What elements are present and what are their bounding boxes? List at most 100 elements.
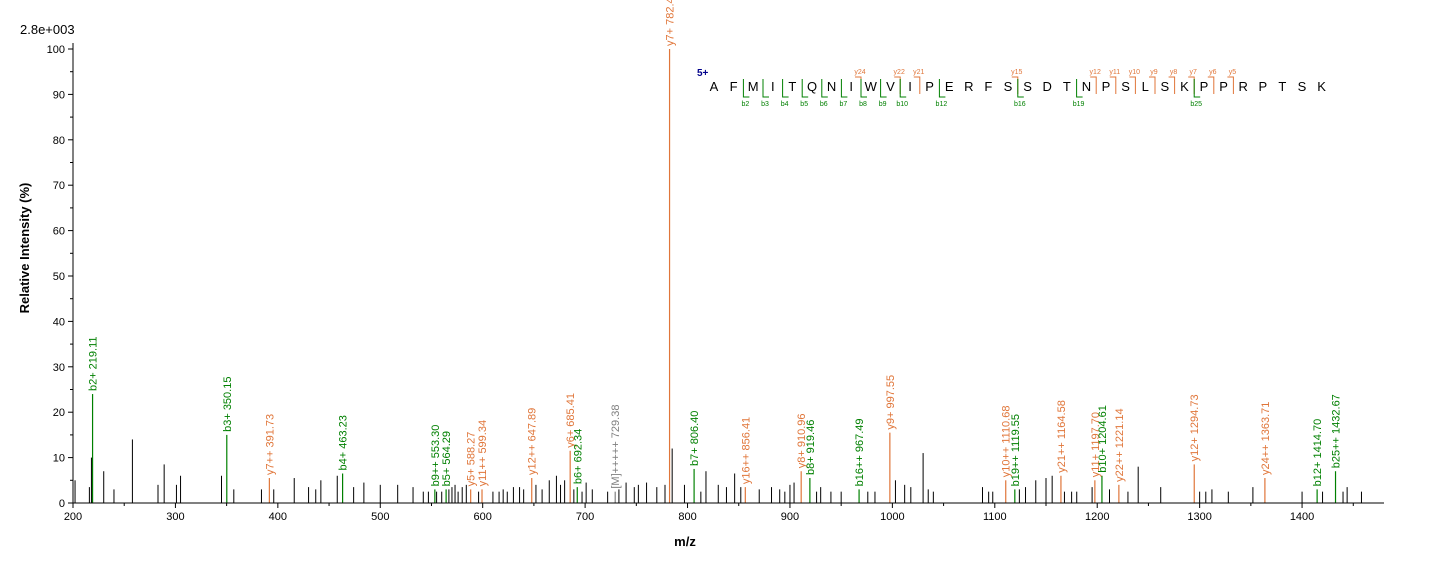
sequence-residue: K (1317, 79, 1326, 94)
peak-label: y6+ 685.41 (565, 393, 577, 448)
sequence-residue: S (1023, 79, 1032, 94)
sequence-residue: P (1102, 79, 1111, 94)
b-fragment-label: b4 (781, 101, 789, 108)
peak-label: b3+ 350.15 (222, 377, 234, 432)
sequence-residue: N (827, 79, 836, 94)
sequence-residue: F (730, 79, 738, 94)
y-fragment-label: y10 (1129, 69, 1140, 76)
b-fragment-marker (1076, 79, 1083, 98)
peak-label: b19++ 1119.55 (1010, 414, 1022, 486)
y-tick-label: 70 (53, 180, 65, 192)
y-fragment-label: y11 (1109, 69, 1120, 76)
peak-label: y8+ 910.96 (796, 413, 808, 468)
y-fragment-label: y7 (1189, 69, 1197, 76)
y-fragment-marker (855, 76, 862, 94)
x-tick-label: 300 (166, 511, 184, 523)
b-fragment-marker (801, 79, 809, 98)
y-tick-label: 40 (53, 316, 65, 328)
sequence-residue: P (1219, 79, 1228, 94)
y-fragment-marker (913, 76, 921, 94)
x-tick-label: 500 (371, 511, 389, 523)
sequence-residue: L (1142, 79, 1149, 94)
sequence-residue: S (1121, 79, 1130, 94)
sequence-residue: Q (807, 79, 817, 94)
peaks-layer (74, 49, 1362, 503)
sequence-residue: N (1082, 79, 1091, 94)
sequence-residue: D (1043, 79, 1052, 94)
y-tick-label: 80 (53, 135, 65, 147)
sequence-residue: P (925, 79, 934, 94)
peak-label: b5+ 564.29 (441, 431, 453, 486)
peak-label: b25++ 1432.67 (1331, 394, 1343, 468)
y-fragment-marker (1109, 76, 1117, 94)
sequence-residue: I (849, 79, 853, 94)
y-tick-label: 20 (53, 407, 65, 419)
x-tick-label: 1400 (1290, 511, 1314, 523)
sequence-residue: K (1180, 79, 1189, 94)
x-axis-label: m/z (674, 534, 696, 549)
charge-state: 5+ (697, 68, 709, 79)
y-fragment-marker (1168, 76, 1176, 94)
peak-label: b9++ 553.30 (430, 425, 442, 487)
x-tick-label: 600 (474, 511, 492, 523)
x-tick-label: 1100 (983, 511, 1007, 523)
x-tick-label: 1200 (1085, 511, 1109, 523)
peak-label: y7++ 391.73 (264, 414, 276, 475)
sequence-residue: I (908, 79, 912, 94)
b-fragment-marker (762, 79, 769, 98)
b-fragment-marker (938, 79, 946, 98)
axes-layer: 0 10 20 30 40 50 60 70 80 90 100 200 300 400 500 600 700… (47, 43, 1384, 523)
y-fragment-marker (1227, 76, 1234, 94)
sequence-residue: S (1004, 79, 1013, 94)
y-fragment-marker (1129, 76, 1136, 94)
x-tick-label: 700 (576, 511, 594, 523)
y-fragment-marker (1090, 76, 1097, 94)
sequence-residue: F (984, 79, 992, 94)
y-tick-label: 30 (53, 362, 65, 374)
y-fragment-label: y22 (894, 69, 905, 76)
b-fragment-marker (1193, 79, 1201, 98)
peak-label: [M]+++++ 729.38 (610, 405, 622, 489)
intensity-scale-label: 2.8e+003 (20, 22, 75, 37)
y-tick-label: 90 (53, 89, 65, 101)
y-tick-label: 60 (53, 226, 65, 238)
b-fragment-marker (782, 79, 789, 98)
sequence-residue: S (1298, 79, 1307, 94)
peak-label: y24++ 1363.71 (1260, 402, 1272, 475)
b-fragment-label: b7 (840, 101, 848, 108)
peak-label: y5+ 588.27 (466, 432, 478, 487)
y-fragment-label: y12 (1090, 69, 1101, 76)
b-fragment-marker (840, 79, 848, 98)
y-fragment-marker (1188, 76, 1195, 94)
peak-label: b2+ 219.11 (88, 336, 100, 391)
b-fragment-label: b8 (859, 101, 867, 108)
sequence-residue: T (1063, 79, 1071, 94)
x-tick-label: 1300 (1187, 511, 1211, 523)
peak-label: y7+ 782.45 (665, 0, 677, 46)
y-tick-label: 10 (53, 453, 65, 465)
sequence-residue: E (945, 79, 954, 94)
y-fragment-label: y15 (1011, 69, 1022, 76)
b-fragment-marker (860, 79, 867, 98)
y-axis-label: Relative Intensity (%) (17, 183, 32, 314)
peak-label: b4+ 463.23 (338, 415, 350, 470)
peak-label: y11++ 599.34 (477, 420, 489, 486)
b-fragment-label: b10 (896, 101, 908, 108)
x-tick-label: 900 (781, 511, 799, 523)
y-fragment-marker (1011, 76, 1019, 94)
x-tick-label: 200 (64, 511, 82, 523)
b-fragment-label: b9 (879, 101, 887, 108)
b-fragment-label: b19 (1073, 101, 1085, 108)
peak-label: y22++ 1221.14 (1114, 408, 1126, 481)
y-tick-label: 50 (53, 271, 65, 283)
y-tick-label: 100 (47, 44, 65, 56)
y-fragment-marker (1149, 76, 1156, 94)
b-fragment-label: b12 (936, 101, 948, 108)
y-fragment-label: y21 (913, 69, 924, 76)
x-tick-label: 1000 (880, 511, 904, 523)
sequence-residue: P (1258, 79, 1267, 94)
x-tick-label: 400 (269, 511, 287, 523)
sequence-residue: P (1200, 79, 1209, 94)
sequence-residue: T (788, 79, 796, 94)
